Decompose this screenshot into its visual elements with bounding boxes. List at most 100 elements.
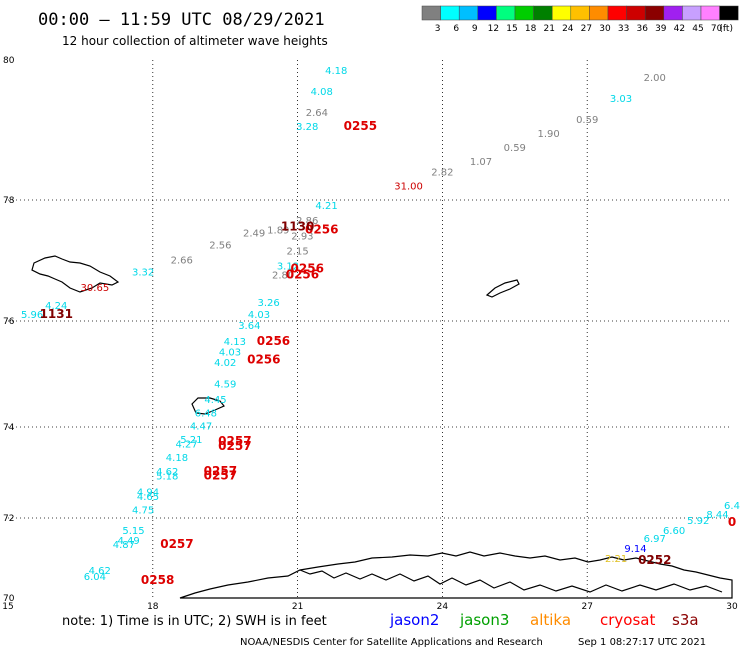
pass-time-label: 0256 bbox=[291, 262, 324, 276]
bear-island-coast bbox=[191, 397, 225, 415]
wave-height-label: 3.28 bbox=[296, 122, 318, 133]
svalbard-coast bbox=[31, 255, 120, 293]
legend-tick-label: 6 bbox=[453, 24, 459, 34]
wave-height-label: 6.4 bbox=[724, 501, 740, 512]
wave-height-label: 2.49 bbox=[243, 228, 265, 239]
wave-height-labels: 4.18 4.08 2.64 3.28 2.00 3.03 0.59 1.90 0.59 1.07… bbox=[21, 66, 740, 583]
wave-height-label: 1.07 bbox=[470, 157, 492, 168]
wave-height-label: 2.64 bbox=[306, 108, 328, 119]
legend-swatch bbox=[589, 5, 609, 21]
satellite-s3a: s3a bbox=[672, 611, 699, 629]
wave-height-label: 31.00 bbox=[394, 182, 423, 193]
legend-tick-label: 3 bbox=[435, 24, 441, 34]
wave-height-label: 5.15 bbox=[122, 526, 144, 537]
wave-height-label: 4.27 bbox=[175, 439, 197, 450]
pass-time-label: 0255 bbox=[344, 119, 377, 133]
wave-height-label: 4.03 bbox=[248, 310, 270, 321]
legend-swatch bbox=[644, 5, 665, 21]
wave-height-label: 4.03 bbox=[219, 347, 241, 358]
wave-height-label: 4.47 bbox=[190, 421, 212, 432]
pass-time-label: 1130 bbox=[281, 219, 314, 233]
wave-height-label: 4.18 bbox=[166, 453, 188, 464]
y-tick-label: 76 bbox=[3, 317, 15, 327]
pass-time-label: 0257 bbox=[160, 537, 193, 551]
wave-height-label: 3.12 bbox=[277, 262, 299, 273]
map-title: 00:00 – 11:59 UTC 08/29/2021 bbox=[38, 10, 325, 30]
wave-height-label: 4.18 bbox=[325, 66, 347, 77]
wave-height-label: 4.13 bbox=[224, 337, 246, 348]
wave-height-label: 5.92 bbox=[687, 516, 709, 527]
legend-tick-label: 9 bbox=[472, 24, 478, 34]
pass-time-label: 0257 bbox=[218, 439, 251, 453]
y-tick-label: 78 bbox=[3, 196, 15, 206]
coastlines bbox=[31, 255, 733, 599]
legend-tick-label: 36 bbox=[636, 24, 648, 34]
legend-tick-label: 21 bbox=[543, 24, 554, 34]
legend-swatch bbox=[551, 5, 572, 21]
y-tick-label: 80 bbox=[3, 56, 15, 66]
color-scale-legend: 3 6 9 12 15 18 21 24 27 30 33 36 39 42 45 70(ft) bbox=[421, 5, 739, 34]
wave-height-label: 2.93 bbox=[291, 231, 313, 242]
x-tick-label: 27 bbox=[581, 602, 592, 612]
wave-height-label: 1.89 bbox=[267, 225, 289, 236]
pass-time-label: 0257 bbox=[204, 468, 237, 482]
wave-height-label: 2.80 bbox=[272, 271, 294, 282]
legend-swatch bbox=[682, 5, 702, 21]
wave-height-label: 4.94 bbox=[137, 487, 159, 498]
wave-height-label: 6.60 bbox=[663, 526, 685, 537]
legend-swatch bbox=[440, 5, 460, 21]
generated-timestamp: Sep 1 08:27:17 UTC 2021 bbox=[578, 637, 706, 648]
satellite-jason2: jason2 bbox=[389, 611, 439, 629]
wave-height-label: 2.86 bbox=[296, 216, 318, 227]
wave-height-label: 4.59 bbox=[214, 379, 236, 390]
legend-tick-label: 45 bbox=[692, 24, 703, 34]
legend-swatch bbox=[570, 5, 590, 21]
wave-height-label: 4.02 bbox=[214, 358, 236, 369]
legend-swatch bbox=[607, 5, 627, 21]
pass-time-labels: 0255025611300256025611310256025602570257… bbox=[40, 119, 737, 587]
wave-height-label: 6.48 bbox=[195, 408, 217, 419]
wave-height-label: 4.62 bbox=[156, 467, 178, 478]
x-tick-label: 30 bbox=[726, 602, 738, 612]
wave-height-label: 8.44 bbox=[706, 510, 728, 521]
legend-swatch bbox=[421, 5, 441, 21]
plot-area bbox=[8, 60, 732, 598]
map-subtitle: 12 hour collection of altimeter wave hei… bbox=[62, 34, 328, 48]
credit-line: NOAA/NESDIS Center for Satellite Applica… bbox=[240, 637, 543, 648]
wave-height-label: 2.00 bbox=[644, 73, 666, 84]
pass-time-label: 0258 bbox=[141, 573, 174, 587]
legend-swatch bbox=[719, 5, 739, 21]
pass-time-label: 0256 bbox=[305, 222, 338, 236]
legend-swatch bbox=[663, 5, 683, 21]
satellite-legend: jason2 jason3 altika cryosat s3a bbox=[389, 611, 699, 629]
wave-height-label: 9.14 bbox=[624, 544, 646, 555]
wave-height-label: 3.32 bbox=[132, 268, 154, 279]
pass-time-label: 0252 bbox=[638, 553, 671, 567]
wave-height-label: 2.56 bbox=[209, 240, 231, 251]
wave-height-label: 2.66 bbox=[171, 256, 193, 267]
legend-tick-label: 12 bbox=[488, 24, 499, 34]
wave-height-label: 4.87 bbox=[113, 540, 135, 551]
kong-karls-land-coast bbox=[485, 279, 520, 298]
x-tick-label: 21 bbox=[292, 602, 303, 612]
x-tick-label: 18 bbox=[147, 602, 159, 612]
wave-height-label: 1.90 bbox=[537, 129, 559, 140]
x-axis-ticks: 15 18 21 24 27 30 bbox=[2, 602, 738, 612]
wave-height-label: 4.62 bbox=[89, 566, 111, 577]
wave-height-label: 6.97 bbox=[644, 534, 666, 545]
graticule-grid bbox=[8, 60, 732, 598]
wave-height-label: 2.21 bbox=[605, 554, 627, 565]
wave-height-label: 0.59 bbox=[576, 115, 598, 126]
legend-tick-label: 27 bbox=[581, 24, 592, 34]
pass-time-label: 0 bbox=[728, 515, 736, 529]
wave-height-label: 4.75 bbox=[132, 505, 154, 516]
wave-height-label: 6.04 bbox=[84, 572, 106, 583]
legend-swatch bbox=[626, 5, 646, 21]
y-tick-label: 70 bbox=[3, 594, 15, 604]
pass-time-label: 0256 bbox=[257, 334, 290, 348]
wave-height-label: 5.21 bbox=[180, 435, 202, 446]
pass-time-label: 0256 bbox=[286, 268, 319, 282]
legend-tick-label: 30 bbox=[599, 24, 611, 34]
wave-height-label: 4.65 bbox=[137, 492, 159, 503]
